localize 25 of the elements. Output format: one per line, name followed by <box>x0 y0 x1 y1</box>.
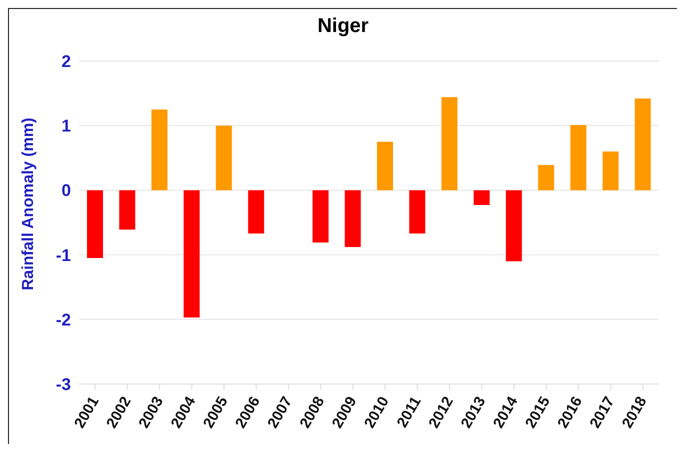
y-axis-title: Rainfall Anomaly (mm) <box>20 118 38 290</box>
bar <box>151 109 168 190</box>
bar <box>248 190 264 234</box>
bar <box>570 124 586 190</box>
bar <box>538 165 554 190</box>
y-tick-label: 1 <box>62 116 71 136</box>
bar <box>377 142 393 190</box>
bar <box>474 190 490 206</box>
bar <box>344 190 361 248</box>
bar <box>441 97 458 190</box>
bar <box>119 190 136 230</box>
bar <box>312 190 329 243</box>
chart-title: Niger <box>316 15 370 38</box>
bar <box>506 190 522 262</box>
y-tick-label: -3 <box>56 375 71 394</box>
y-tick-label: -2 <box>56 310 71 330</box>
bar <box>602 151 619 190</box>
bar <box>87 190 103 258</box>
y-tick-label: 0 <box>62 181 71 200</box>
y-tick-label: 2 <box>62 52 71 72</box>
bar <box>409 190 426 234</box>
bar <box>184 190 200 318</box>
bar <box>216 126 232 190</box>
bar <box>634 98 651 190</box>
y-tick-label: -1 <box>56 246 71 265</box>
